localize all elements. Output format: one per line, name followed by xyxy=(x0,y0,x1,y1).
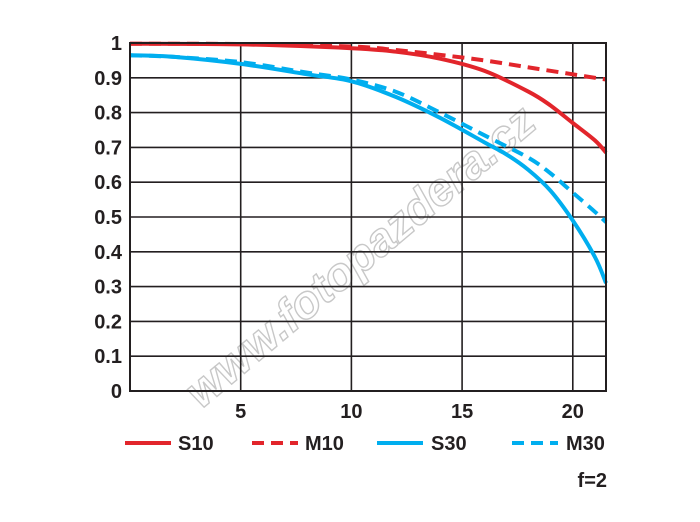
series-line-m10 xyxy=(129,41,607,82)
plot-border xyxy=(129,42,607,392)
y-tick-label: 0.5 xyxy=(94,207,122,229)
legend-label-m10: M10 xyxy=(305,433,344,455)
series-line-s30 xyxy=(129,53,608,284)
x-axis-ticks: 5 10 15 20 xyxy=(235,401,584,423)
y-tick-label: 0 xyxy=(111,381,122,403)
x-tick-label: 10 xyxy=(340,401,362,423)
y-tick-label: 0.8 xyxy=(94,103,122,125)
y-tick-label: 0.3 xyxy=(94,277,122,299)
y-tick-label: 0.1 xyxy=(94,346,122,368)
x-tick-label: 5 xyxy=(235,401,246,423)
chart-series xyxy=(129,41,608,284)
watermark-text: www.fotopazdera.cz xyxy=(174,94,545,417)
watermark: www.fotopazdera.cz xyxy=(174,94,546,418)
y-tick-label: 0.6 xyxy=(94,172,122,194)
legend: S10 M10 S30 M30 xyxy=(125,433,605,455)
y-tick-label: 0.4 xyxy=(94,242,123,264)
y-tick-label: 0.9 xyxy=(94,68,122,90)
y-axis-ticks: 0 0.1 0.2 0.3 0.4 0.5 0.6 0.7 0.8 0.9 1 xyxy=(94,33,123,403)
x-tick-label: 20 xyxy=(562,401,584,423)
aperture-annotation: f=2 xyxy=(578,470,607,492)
series-line-s10 xyxy=(129,41,608,154)
y-tick-label: 0.7 xyxy=(94,137,122,159)
plot-frame xyxy=(129,42,607,392)
legend-label-s30: S30 xyxy=(431,433,467,455)
legend-label-m30: M30 xyxy=(566,433,605,455)
x-tick-label: 15 xyxy=(451,401,473,423)
y-tick-label: 0.2 xyxy=(94,311,122,333)
y-tick-label: 1 xyxy=(111,33,122,55)
legend-label-s10: S10 xyxy=(178,433,214,455)
